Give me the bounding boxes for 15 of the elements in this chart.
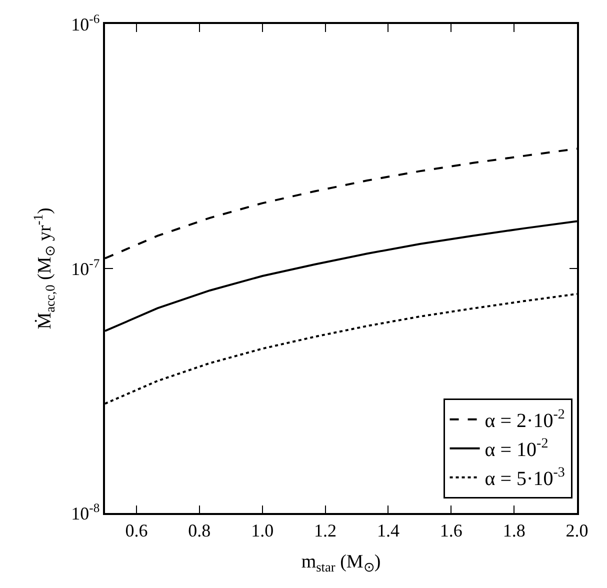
y-tick-label: 10$^{-7}$ [71,256,100,279]
x-tick-label: 1.8 [502,520,526,540]
x-tick-label: 1.6 [440,520,462,540]
x-tick-label: 1.4 [376,520,400,540]
legend-label: α = 2·10$^{-2}$ [484,408,565,432]
x-tick-label: 1.2 [314,520,337,540]
x-tick-label: 1.0 [251,520,274,540]
x-tick-label: 2.0 [566,520,588,540]
x-axis-title: m$_{star}$ (M$_{⊙}$) [301,552,381,575]
legend-label: α = 10$^{-2}$ [484,436,548,462]
legend-label: α = 5·10$^{-3}$ [484,466,565,490]
x-tick-label: 0.6 [125,520,148,540]
y-tick-label: 10$^{-8}$ [71,500,100,524]
x-tick-label: 0.8 [188,520,211,540]
y-tick-label: 10$^{-6}$ [71,12,100,34]
